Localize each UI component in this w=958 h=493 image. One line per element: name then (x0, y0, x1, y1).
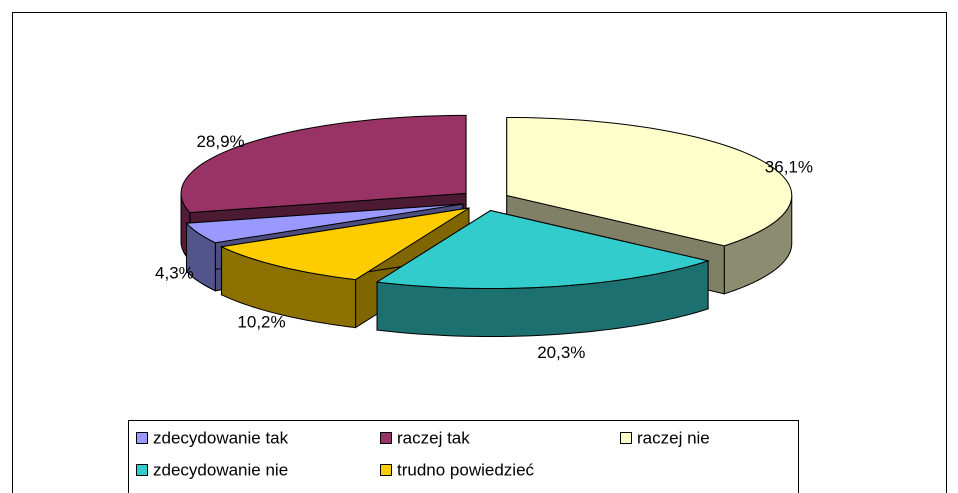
data-label: 20,3% (537, 343, 585, 362)
legend-swatch (620, 432, 632, 444)
legend-swatch (380, 432, 392, 444)
legend-swatch (380, 464, 392, 476)
legend: zdecydowanie tak raczej tak raczej nie zdec… (136, 428, 710, 479)
data-label: 36,1% (765, 158, 813, 177)
slice-top (506, 116, 793, 247)
slice-top (180, 114, 467, 214)
legend-swatch (136, 464, 148, 476)
slice-top (375, 209, 710, 290)
legend-label: zdecydowanie tak (153, 428, 289, 447)
slice-top (185, 203, 463, 244)
legend-label: raczej nie (637, 428, 710, 447)
pie: 4,3% 28,9% 36,1% 20,3% 10,2% (155, 114, 813, 362)
slice (375, 209, 710, 338)
legend-frame (128, 420, 799, 493)
data-label: 4,3% (155, 263, 194, 282)
legend-label: trudno powiedzieć (397, 460, 535, 479)
slice-top (219, 207, 470, 281)
legend-label: raczej tak (397, 428, 470, 447)
data-label: 10,2% (237, 313, 285, 332)
legend-swatch (136, 432, 148, 444)
data-label: 28,9% (196, 132, 244, 151)
legend-label: zdecydowanie nie (153, 460, 288, 479)
